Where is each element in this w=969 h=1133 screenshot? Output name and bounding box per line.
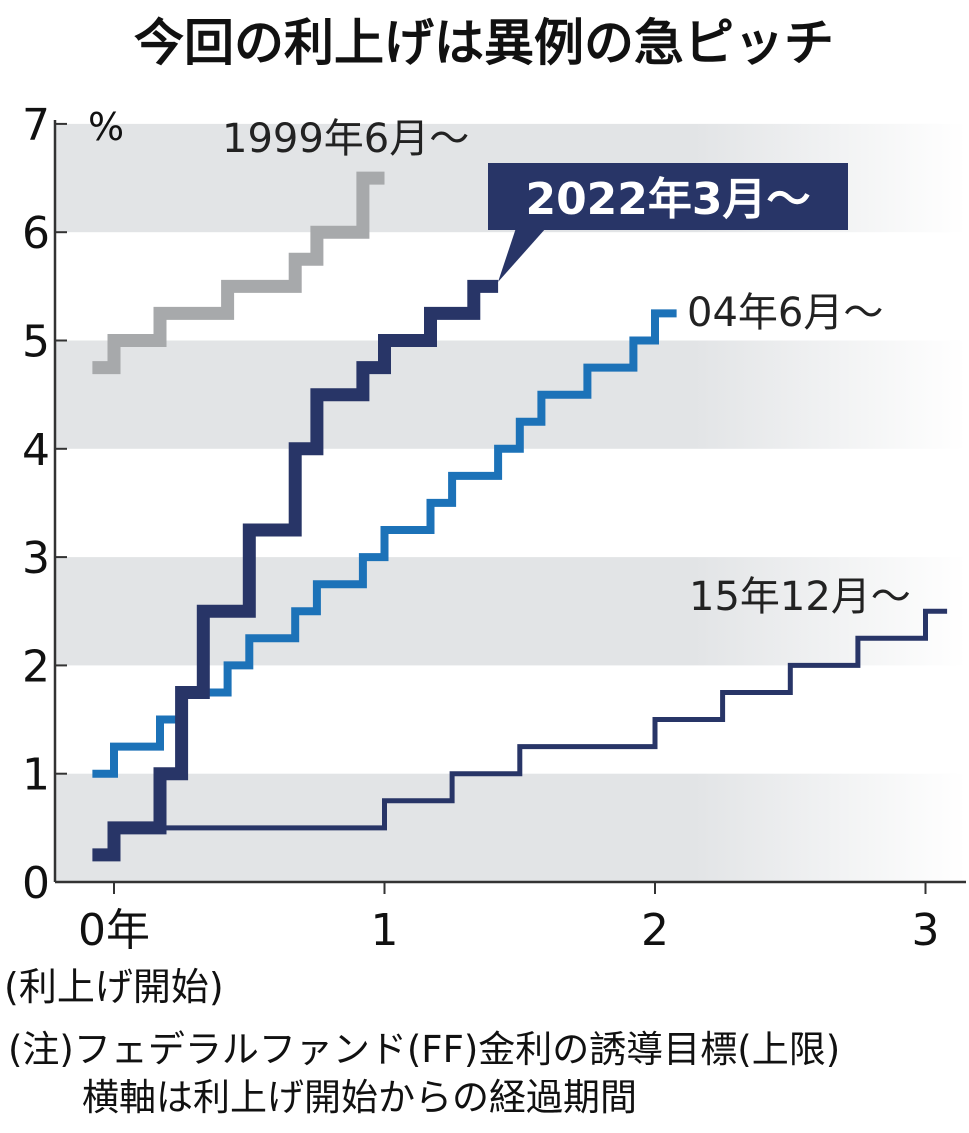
x-tick-label: 1 xyxy=(371,905,399,956)
series-line xyxy=(92,171,385,375)
chart-title: 今回の利上げは異例の急ピッチ xyxy=(134,14,834,72)
y-tick-label: 4 xyxy=(22,425,50,476)
y-tick-label: 1 xyxy=(22,750,50,801)
y-tick-label: 7 xyxy=(22,100,50,151)
x-tick-label: 0年 xyxy=(78,905,150,956)
x-tick-label: 2 xyxy=(641,905,669,956)
series-group xyxy=(92,171,948,862)
y-tick-label: 5 xyxy=(22,317,50,368)
series-line xyxy=(160,608,948,831)
callout-label: 2022年3月〜 xyxy=(525,174,810,225)
series-label: 1999年6月〜 xyxy=(222,116,469,162)
series-labels: 1999年6月〜 04年6月〜 15年12月〜 2022年3月〜 xyxy=(222,116,911,620)
y-tick-label: 2 xyxy=(22,641,50,692)
series-line xyxy=(92,279,499,862)
series-label: 15年12月〜 xyxy=(689,574,911,620)
grid-bands xyxy=(55,123,966,882)
grid-band xyxy=(55,340,966,449)
y-tick-label: 6 xyxy=(22,208,50,259)
x-axis-sublabel: (利上げ開始) xyxy=(4,965,224,1009)
axes: 0 1 2 3 4 5 6 7 % 0年 1 2 3 (利上げ開始) xyxy=(4,100,966,1009)
callout-pointer xyxy=(498,228,546,282)
x-tick-label: 3 xyxy=(912,905,940,956)
note-line-1: (注)フェデラルファンド(FF)金利の誘導目標(上限) xyxy=(8,1028,840,1071)
note-line-2: 横軸は利上げ開始からの経過期間 xyxy=(82,1076,637,1119)
callout-box xyxy=(488,163,848,230)
series-label: 04年6月〜 xyxy=(687,290,883,336)
y-axis-unit: % xyxy=(88,105,124,149)
y-tick-label: 3 xyxy=(22,533,50,584)
y-tick-label: 0 xyxy=(22,858,50,909)
